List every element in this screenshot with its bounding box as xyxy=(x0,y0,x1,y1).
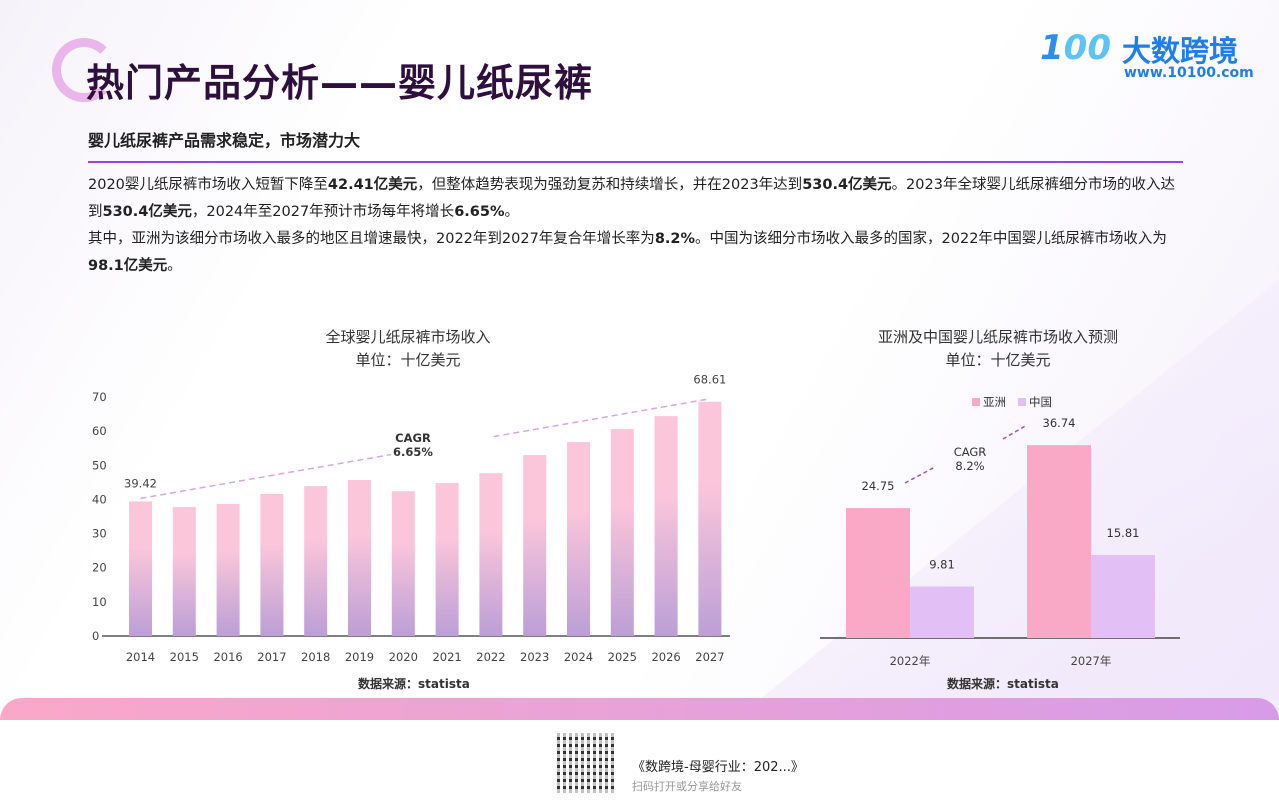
page-title: 热门产品分析——婴儿纸尿裤 xyxy=(86,61,594,105)
data-label: 68.61 xyxy=(693,373,726,387)
x-tick-label: 2016 xyxy=(213,650,242,664)
cagr-label: CAGR xyxy=(395,431,431,445)
paragraph-1: 2020婴儿纸尿裤市场收入短暂下降至42.41亿美元，但整体趋势表现为强劲复苏和… xyxy=(88,177,1175,220)
x-tick-label: 2022年 xyxy=(890,654,931,668)
x-tick-label: 2025 xyxy=(608,650,637,664)
bar-中国-2027年 xyxy=(1091,554,1155,638)
x-tick-label: 2027 xyxy=(695,650,724,664)
bar-2023 xyxy=(523,455,547,636)
qr-code[interactable] xyxy=(557,733,617,793)
bottom-band xyxy=(0,698,1279,720)
bar-亚洲-2022年 xyxy=(846,508,910,638)
bar-2022 xyxy=(479,473,503,636)
cagr-label: CAGR xyxy=(954,445,987,459)
bar-2016 xyxy=(216,503,240,636)
section-subtitle: 婴儿纸尿裤产品需求稳定，市场潜力大 xyxy=(88,131,361,150)
bar-中国-2022年 xyxy=(910,586,974,638)
cagr-trend-line xyxy=(1002,424,1028,440)
x-tick-label: 2019 xyxy=(345,650,374,664)
cagr-value: 8.2% xyxy=(955,459,984,473)
bar-2024 xyxy=(567,442,590,636)
y-tick-label: 20 xyxy=(92,561,107,575)
global-revenue-chart: 0 10 20 30 40 50 60 70 2014 39.42 2015 2016 2017 2018… xyxy=(92,373,730,664)
bar-2021 xyxy=(435,483,459,636)
chart2-title: 亚洲及中国婴儿纸尿裤市场收入预测 单位：十亿美元 xyxy=(877,328,1118,369)
x-tick-label: 2027年 xyxy=(1071,654,1112,668)
chart1-title: 全球婴儿纸尿裤市场收入 单位：十亿美元 xyxy=(325,328,491,369)
data-label: 15.81 xyxy=(1107,526,1140,540)
bar-2020 xyxy=(391,491,415,636)
y-tick-label: 40 xyxy=(92,492,107,506)
cagr-trend-line xyxy=(493,398,711,438)
cagr-value: 6.65% xyxy=(393,445,433,459)
bar-亚洲-2027年 xyxy=(1027,445,1091,638)
summary-paragraph: 2020婴儿纸尿裤市场收入短暂下降至42.41亿美元，但整体趋势表现为强劲复苏和… xyxy=(88,172,1188,280)
x-tick-label: 2017 xyxy=(257,650,286,664)
logo-name: 大数跨境 xyxy=(1122,34,1239,68)
footer-hint: 扫码打开或分享给好友 xyxy=(632,780,742,793)
x-tick-label: 2023 xyxy=(520,650,549,664)
cagr-trend-line xyxy=(904,466,936,484)
legend-label: 亚洲 xyxy=(983,395,1006,409)
bar-2025 xyxy=(610,429,634,636)
y-tick-label: 50 xyxy=(92,458,107,472)
y-tick-label: 70 xyxy=(92,390,107,404)
x-tick-label: 2021 xyxy=(432,650,461,664)
x-tick-label: 2022 xyxy=(476,650,505,664)
data-label: 39.42 xyxy=(124,476,157,490)
x-tick-label: 2024 xyxy=(564,650,593,664)
x-tick-label: 2015 xyxy=(170,650,199,664)
logo-url: www.10100.com xyxy=(1124,65,1254,81)
divider xyxy=(88,161,1183,163)
footer-doc-title[interactable]: 《数跨境-母婴行业：202...》 xyxy=(632,760,804,775)
legend-swatch-1 xyxy=(1018,398,1026,406)
bar-2027 xyxy=(698,401,722,636)
legend-label: 中国 xyxy=(1029,395,1052,409)
bar-2014 xyxy=(129,501,152,636)
data-label: 24.75 xyxy=(862,479,895,493)
x-tick-label: 2014 xyxy=(126,650,155,664)
bar-2018 xyxy=(304,486,328,636)
asia-china-chart: 亚洲 中国 24.75 9.81 2022年 36.74 15.81 2027年 CAGR8.2… xyxy=(820,395,1180,668)
y-tick-label: 0 xyxy=(92,629,99,643)
paragraph-2: 其中，亚洲为该细分市场收入最多的地区且增速最快，2022年到2027年复合年增长… xyxy=(88,231,1167,274)
bar-2026 xyxy=(654,416,678,636)
data-label: 36.74 xyxy=(1043,416,1076,430)
data-label: 9.81 xyxy=(929,557,955,571)
bar-2015 xyxy=(172,506,196,636)
x-tick-label: 2020 xyxy=(389,650,418,664)
chart1-source: 数据来源：statista xyxy=(358,677,470,691)
bar-2017 xyxy=(260,493,284,636)
cagr-trend-line xyxy=(140,453,392,500)
x-tick-label: 2026 xyxy=(651,650,680,664)
bar-2019 xyxy=(348,479,371,636)
y-tick-label: 10 xyxy=(92,595,107,609)
logo: 100 大数跨境 www.10100.com xyxy=(1040,28,1260,84)
y-tick-label: 60 xyxy=(92,424,107,438)
y-tick-label: 30 xyxy=(92,527,107,541)
legend-swatch-0 xyxy=(972,398,980,406)
title-ring-decoration xyxy=(52,38,116,102)
x-tick-label: 2018 xyxy=(301,650,330,664)
chart2-source: 数据来源：statista xyxy=(947,677,1059,691)
logo-mark: 100 xyxy=(1040,28,1111,68)
